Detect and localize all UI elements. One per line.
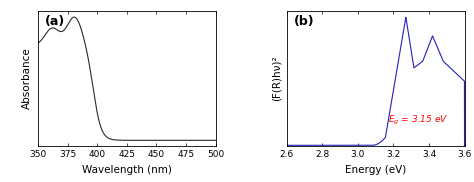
Y-axis label: (F(R)hν)²: (F(R)hν)² <box>271 56 281 101</box>
Text: (a): (a) <box>45 15 65 28</box>
X-axis label: Energy (eV): Energy (eV) <box>345 165 406 175</box>
Text: E$_g$ = 3.15 eV: E$_g$ = 3.15 eV <box>388 114 448 127</box>
Y-axis label: Absorbance: Absorbance <box>22 47 32 109</box>
X-axis label: Wavelength (nm): Wavelength (nm) <box>82 165 172 175</box>
Text: (b): (b) <box>294 15 315 28</box>
